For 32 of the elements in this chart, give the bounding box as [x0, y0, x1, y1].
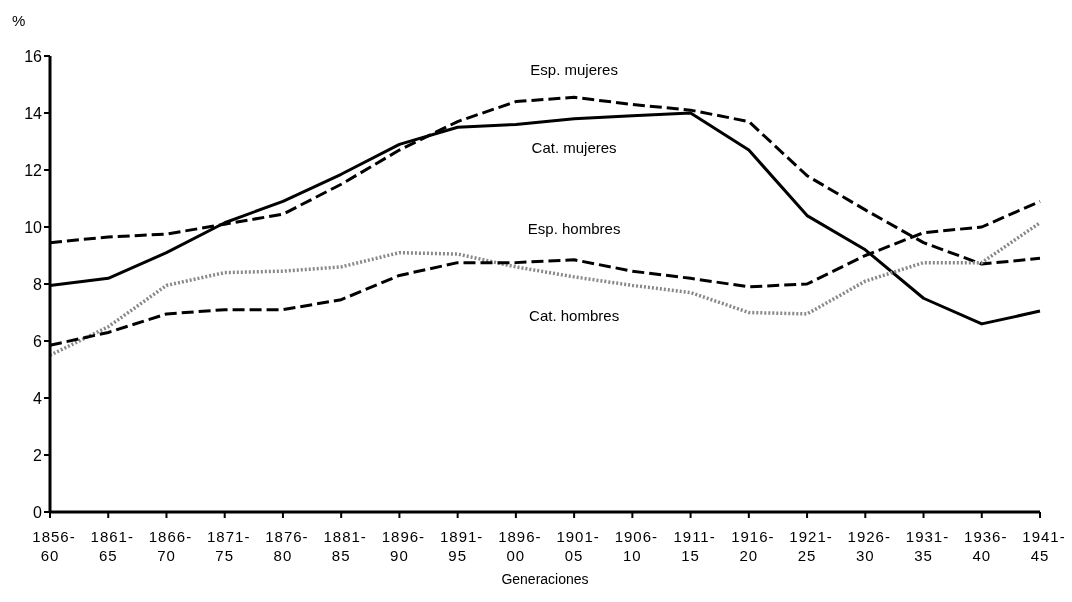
x-tick-label: 1891-95	[439, 528, 484, 564]
x-tick-label: 1896-90	[381, 528, 426, 564]
y-axis-title: %	[12, 12, 26, 29]
y-tick-label: 8	[33, 275, 43, 293]
series-label: Esp. mujeres	[530, 61, 618, 79]
x-tick-label: 1866-70	[148, 528, 193, 564]
x-tick-label: 1911-15	[673, 528, 716, 564]
x-tick-label: 1916-20	[731, 528, 775, 564]
y-tick-label: 10	[24, 218, 43, 236]
y-tick-label: 0	[33, 503, 43, 521]
y-tick-label: 16	[24, 47, 43, 65]
x-tick-label: 1856-60	[32, 528, 76, 564]
x-tick-label: 1881-85	[323, 528, 367, 564]
y-tick-label: 4	[33, 389, 43, 407]
series-label: Cat. mujeres	[531, 138, 617, 156]
y-tick-label: 14	[24, 104, 43, 122]
y-tick-label: 6	[33, 332, 43, 350]
series-label: Esp. hombres	[527, 219, 621, 237]
x-axis-title: Generaciones	[501, 571, 589, 587]
x-tick-label: 1871-75	[207, 528, 251, 564]
x-tick-label: 1901-05	[556, 528, 600, 564]
y-tick-label: 2	[33, 446, 43, 464]
y-tick-label: 12	[24, 161, 43, 179]
x-tick-label: 1876-80	[265, 528, 309, 564]
x-tick-label: 1906-10	[614, 528, 659, 564]
x-tick-label: 1931-35	[905, 528, 950, 564]
x-tick-label: 1936-40	[964, 528, 1008, 564]
x-tick-label: 1896-00	[498, 528, 542, 564]
x-tick-label: 1926-30	[847, 528, 891, 564]
x-tick-label: 1861-65	[90, 528, 134, 564]
series-label: Cat. hombres	[529, 306, 620, 324]
x-tick-label: 1921-25	[789, 528, 833, 564]
